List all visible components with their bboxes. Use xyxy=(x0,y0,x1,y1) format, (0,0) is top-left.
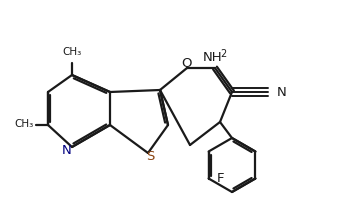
Text: CH₃: CH₃ xyxy=(63,47,81,57)
Text: S: S xyxy=(146,150,154,163)
Text: NH: NH xyxy=(203,51,223,64)
Text: CH₃: CH₃ xyxy=(15,119,34,129)
Text: 2: 2 xyxy=(220,49,226,59)
Text: N: N xyxy=(277,86,287,99)
Text: F: F xyxy=(217,172,224,185)
Text: O: O xyxy=(181,57,191,70)
Text: N: N xyxy=(62,143,72,156)
